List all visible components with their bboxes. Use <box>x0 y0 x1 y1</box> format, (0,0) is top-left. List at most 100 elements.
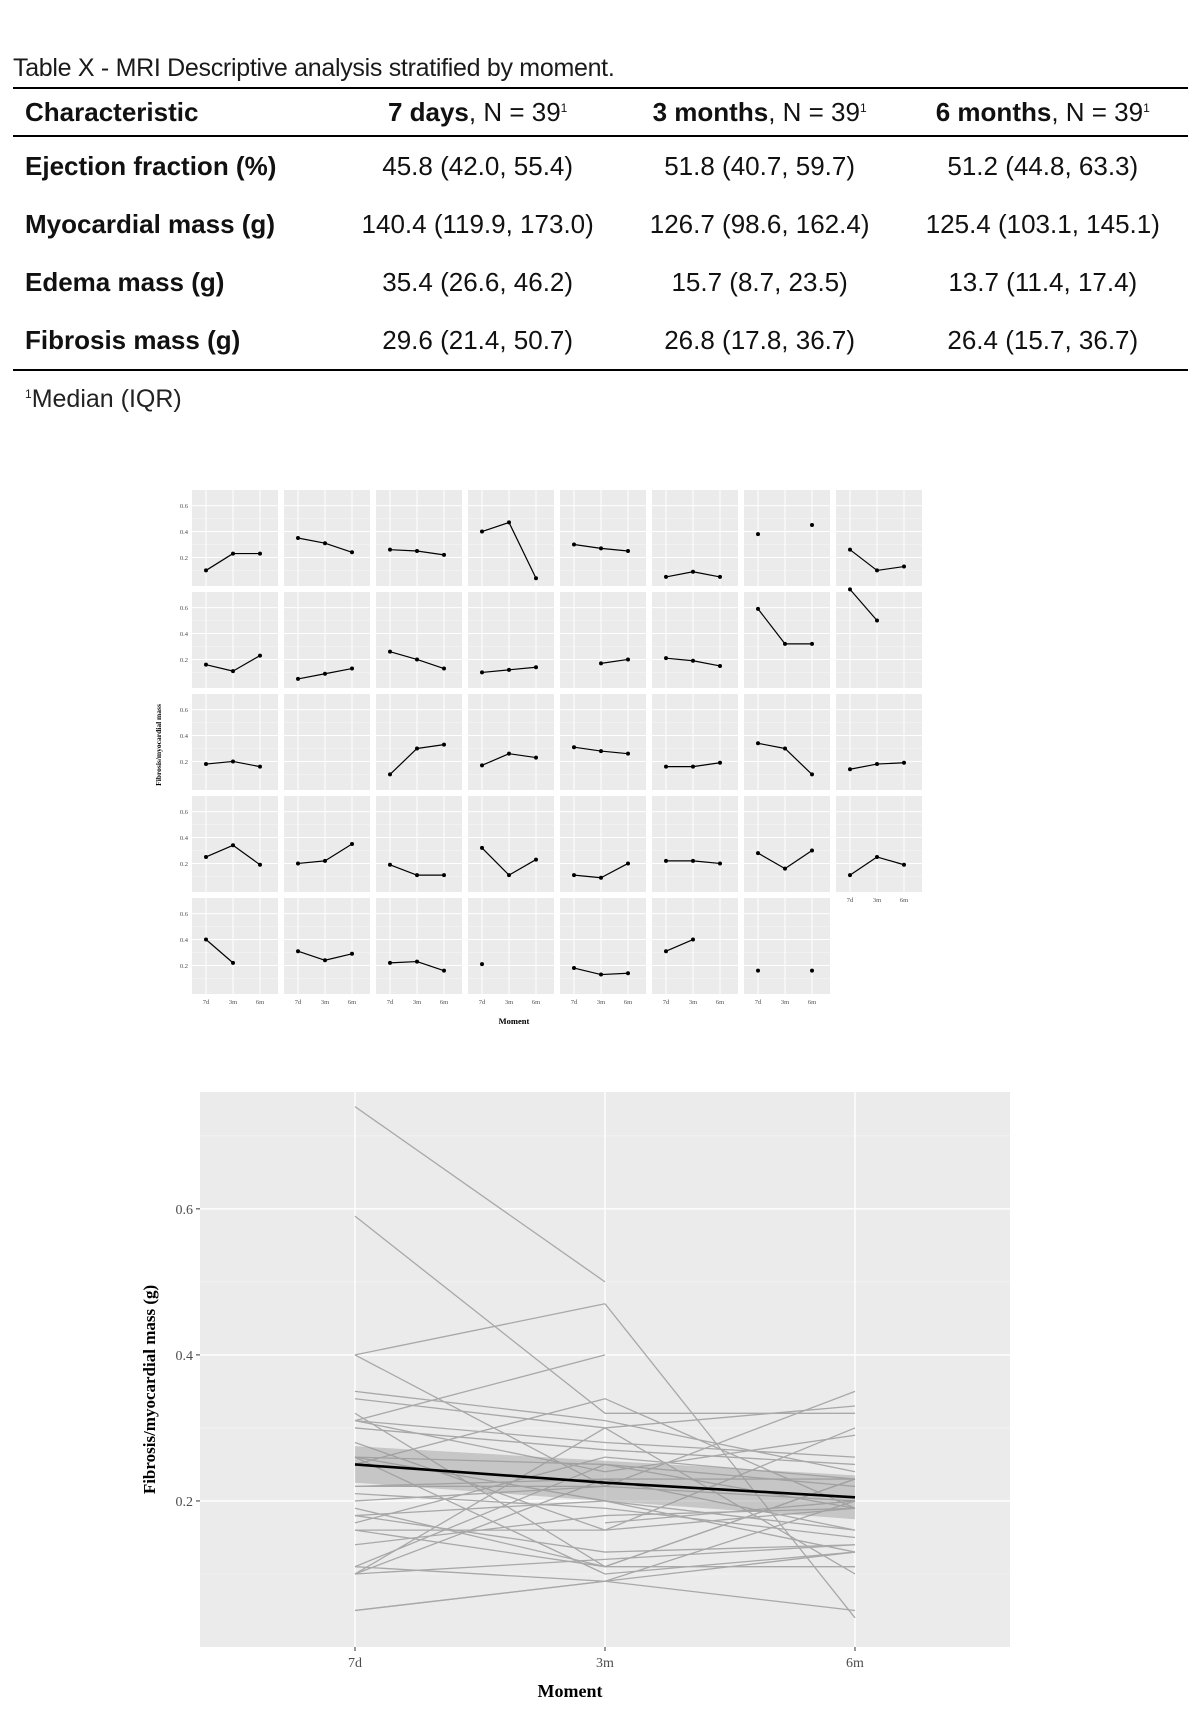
x-tick-label: 7d <box>203 999 210 1006</box>
series-line <box>665 571 694 578</box>
subject-line <box>354 1500 606 1517</box>
x-tick-label: 7d <box>571 999 578 1006</box>
facet-panel <box>836 592 922 688</box>
subject-line <box>604 1303 856 1619</box>
series-line <box>324 953 353 961</box>
series-line <box>324 667 353 675</box>
facet-panel <box>376 898 462 994</box>
series-line <box>297 860 326 865</box>
x-tick-label: 3m <box>413 999 421 1006</box>
series-line <box>508 666 537 671</box>
data-point <box>323 958 327 963</box>
facet-panel <box>744 490 830 586</box>
series-line <box>389 748 418 775</box>
mri-table: Characteristic 7 days, N = 391 3 months,… <box>13 87 1188 371</box>
x-tick-label: 6m <box>624 999 632 1006</box>
data-point <box>691 658 695 663</box>
subject-line <box>354 1419 606 1473</box>
series-line <box>324 542 353 553</box>
table-footnote: 1Median (IQR) <box>25 385 182 413</box>
series-line <box>416 658 445 670</box>
subject-line <box>604 1485 856 1502</box>
subject-line <box>354 1478 606 1575</box>
mri-table-section: Table X - MRI Descriptive analysis strat… <box>13 49 1188 414</box>
series-line <box>849 763 878 770</box>
data-point <box>204 762 208 767</box>
x-tick-label: 7d <box>663 999 670 1006</box>
data-point <box>810 641 814 646</box>
series-line <box>573 543 602 549</box>
data-point <box>388 960 392 965</box>
subject-line <box>354 1398 606 1466</box>
data-point <box>572 542 576 547</box>
subject-line <box>604 1419 856 1473</box>
series-line <box>232 655 261 672</box>
table-row: Myocardial mass (g) 140.4 (119.9, 173.0)… <box>13 195 1188 253</box>
spaghetti-line-chart: 0.2 0.4 0.6 7d 3m 6m Fibrosis/myocardial mass … <box>140 1092 1010 1701</box>
y-tick-label: 0.6 <box>180 605 189 612</box>
data-point <box>388 772 392 777</box>
series-line <box>508 522 537 579</box>
data-point <box>902 862 906 867</box>
data-point <box>664 656 668 661</box>
facet-panel <box>560 796 646 892</box>
series-line <box>573 874 602 879</box>
series-line <box>481 521 510 533</box>
data-point <box>718 760 722 765</box>
subject-line <box>604 1463 856 1509</box>
subject-line <box>354 1514 606 1546</box>
subject-line <box>604 1500 856 1531</box>
data-point <box>442 742 446 747</box>
data-point <box>296 949 300 954</box>
subject-line <box>354 1106 606 1283</box>
data-point <box>783 866 787 871</box>
cell-value: 125.4 (103.1, 145.1) <box>925 208 1160 239</box>
x-tick-label: 7d <box>348 1656 362 1671</box>
facet-panel <box>468 898 554 994</box>
data-point <box>415 548 419 553</box>
header-7-days: 7 days, N = 391 <box>387 96 568 127</box>
data-point <box>626 548 630 553</box>
series-line <box>232 760 261 768</box>
data-point <box>626 861 630 866</box>
data-point <box>258 862 262 867</box>
row-label: Myocardial mass (g) <box>25 208 275 239</box>
data-point <box>664 858 668 863</box>
data-point <box>442 968 446 973</box>
series-line <box>205 664 234 672</box>
data-point <box>756 851 760 856</box>
subject-line <box>354 1441 606 1531</box>
data-point <box>572 745 576 750</box>
cell-value: 35.4 (26.6, 46.2) <box>382 266 574 297</box>
data-point <box>480 529 484 534</box>
facet-panel <box>744 592 830 688</box>
data-point <box>480 670 484 675</box>
data-point <box>415 746 419 751</box>
x-tick-label: 3m <box>229 999 237 1006</box>
data-point <box>626 657 630 662</box>
subject-line <box>354 1485 606 1502</box>
x-tick-label: 6m <box>808 999 816 1006</box>
subject-line <box>604 1434 856 1473</box>
series-line <box>297 673 326 680</box>
x-tick-label: 7d <box>847 897 854 904</box>
cell-value: 26.4 (15.7, 36.7) <box>947 324 1139 355</box>
subject-line <box>354 1507 606 1568</box>
y-tick-label: 0.2 <box>180 759 188 766</box>
data-point <box>599 972 603 977</box>
data-point <box>507 751 511 756</box>
data-point <box>848 587 852 592</box>
x-tick-label: 6m <box>716 999 724 1006</box>
subject-line <box>354 1580 606 1612</box>
data-point <box>810 772 814 777</box>
data-point <box>599 875 603 880</box>
facet-panel <box>468 694 554 790</box>
facet-panel <box>652 694 738 790</box>
data-point <box>810 848 814 853</box>
subject-line <box>354 1398 606 1429</box>
subject-line <box>604 1427 856 1531</box>
cell-value: 26.8 (17.8, 36.7) <box>664 324 856 355</box>
series-line <box>481 669 510 674</box>
series-line <box>573 746 602 752</box>
x-tick-label: 3m <box>505 999 513 1006</box>
